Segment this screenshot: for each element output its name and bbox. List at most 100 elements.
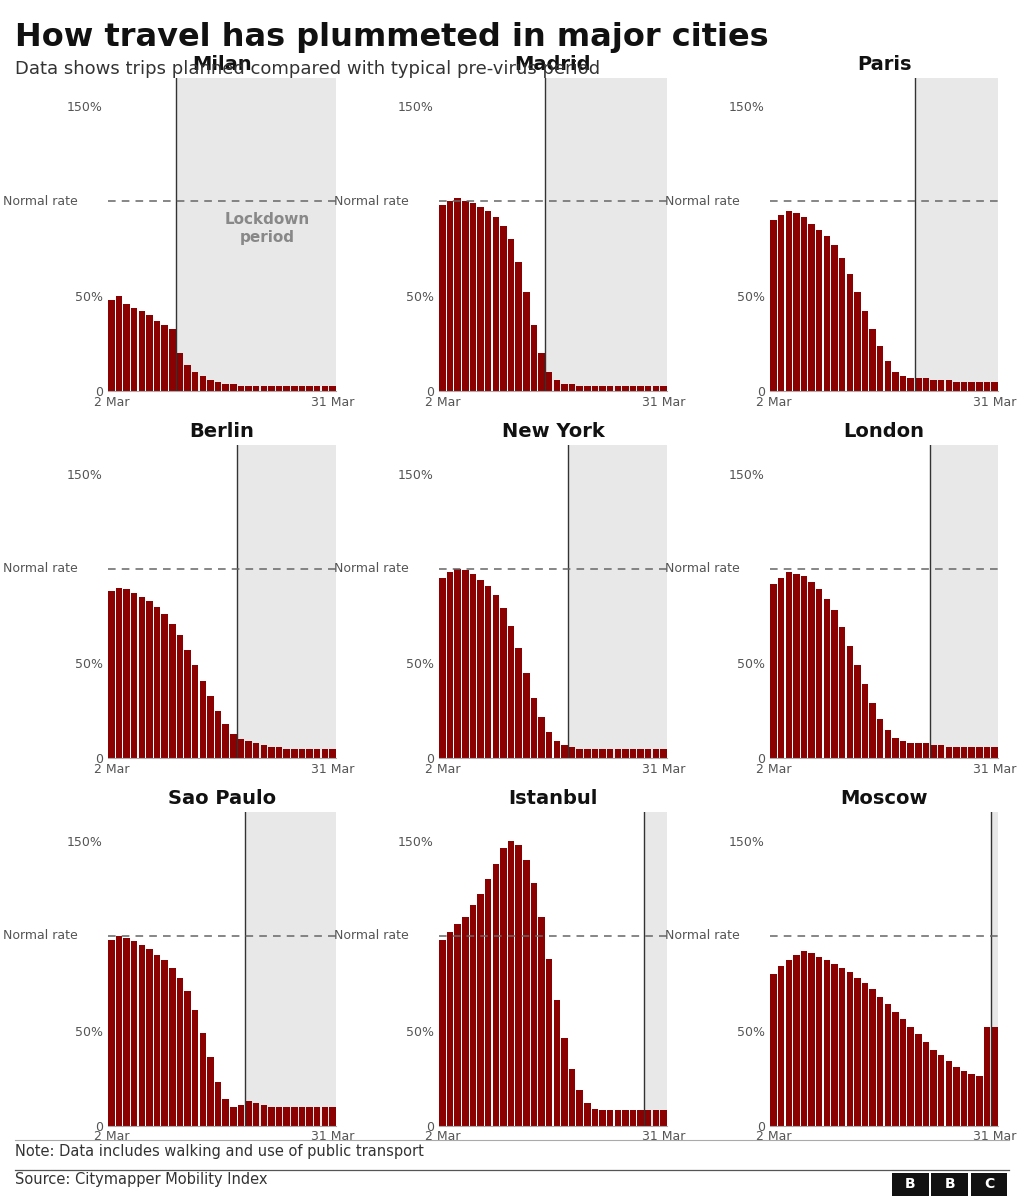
Bar bbox=[794, 212, 800, 391]
Bar bbox=[808, 224, 815, 391]
Bar bbox=[284, 1106, 290, 1126]
Bar bbox=[116, 936, 122, 1126]
Bar bbox=[630, 749, 636, 758]
Bar bbox=[462, 570, 469, 758]
Bar bbox=[785, 572, 792, 758]
Bar bbox=[831, 245, 838, 391]
Bar bbox=[877, 719, 884, 758]
Text: Normal rate: Normal rate bbox=[334, 194, 409, 208]
Bar bbox=[200, 680, 206, 758]
Bar bbox=[154, 955, 161, 1126]
Bar bbox=[146, 949, 153, 1126]
Bar bbox=[314, 749, 321, 758]
Bar bbox=[291, 385, 298, 391]
Bar bbox=[523, 860, 529, 1126]
Text: How travel has plummeted in major cities: How travel has plummeted in major cities bbox=[15, 22, 769, 53]
Bar bbox=[660, 385, 667, 391]
Text: Normal rate: Normal rate bbox=[3, 562, 78, 575]
Text: Normal rate: Normal rate bbox=[666, 194, 740, 208]
Bar bbox=[446, 932, 454, 1126]
Bar bbox=[607, 749, 613, 758]
Bar bbox=[969, 382, 975, 391]
Bar bbox=[623, 749, 629, 758]
Bar bbox=[785, 960, 792, 1126]
Bar bbox=[823, 599, 830, 758]
Bar bbox=[329, 749, 336, 758]
Bar bbox=[652, 1110, 659, 1126]
Bar bbox=[778, 578, 784, 758]
Bar bbox=[485, 878, 492, 1126]
Text: Normal rate: Normal rate bbox=[666, 929, 740, 942]
Bar bbox=[446, 202, 454, 391]
Bar bbox=[546, 372, 552, 391]
Bar bbox=[515, 262, 522, 391]
Bar bbox=[877, 996, 884, 1126]
Bar bbox=[246, 742, 252, 758]
Bar bbox=[177, 635, 183, 758]
Bar bbox=[169, 968, 175, 1126]
Bar bbox=[493, 216, 499, 391]
Bar bbox=[931, 745, 937, 758]
Bar bbox=[953, 748, 959, 758]
Bar bbox=[238, 445, 336, 758]
Bar bbox=[470, 906, 476, 1126]
Bar bbox=[847, 274, 853, 391]
Bar bbox=[539, 353, 545, 391]
Title: London: London bbox=[844, 422, 925, 440]
Bar bbox=[599, 749, 606, 758]
Bar bbox=[455, 924, 461, 1126]
Bar bbox=[207, 380, 214, 391]
Bar bbox=[584, 1103, 591, 1126]
Title: Paris: Paris bbox=[857, 55, 911, 73]
Bar bbox=[138, 946, 145, 1126]
Bar bbox=[584, 749, 591, 758]
Bar bbox=[439, 940, 445, 1126]
Title: New York: New York bbox=[502, 422, 604, 440]
Bar bbox=[554, 742, 560, 758]
Bar bbox=[500, 226, 507, 391]
Bar bbox=[869, 703, 876, 758]
Bar bbox=[246, 385, 252, 391]
Bar bbox=[322, 385, 328, 391]
Bar bbox=[470, 575, 476, 758]
Bar bbox=[862, 312, 868, 391]
Bar bbox=[508, 841, 514, 1126]
Bar bbox=[991, 748, 997, 758]
Bar bbox=[592, 749, 598, 758]
Bar bbox=[794, 955, 800, 1126]
Bar bbox=[801, 576, 807, 758]
Bar bbox=[660, 749, 667, 758]
Bar bbox=[539, 917, 545, 1126]
Bar bbox=[238, 385, 244, 391]
Bar bbox=[246, 1100, 252, 1126]
Bar bbox=[801, 950, 807, 1126]
Bar bbox=[984, 748, 990, 758]
Bar bbox=[306, 749, 312, 758]
Title: Sao Paulo: Sao Paulo bbox=[168, 790, 275, 808]
Bar bbox=[614, 1110, 621, 1126]
Bar bbox=[154, 320, 161, 391]
Bar bbox=[584, 385, 591, 391]
Text: Normal rate: Normal rate bbox=[3, 194, 78, 208]
Bar bbox=[907, 378, 914, 391]
Bar bbox=[455, 198, 461, 391]
Bar bbox=[177, 353, 183, 391]
Bar bbox=[823, 960, 830, 1126]
Bar bbox=[222, 725, 229, 758]
Bar bbox=[938, 1055, 944, 1126]
Bar bbox=[306, 1106, 312, 1126]
Bar bbox=[299, 385, 305, 391]
Bar bbox=[577, 749, 583, 758]
Bar bbox=[599, 385, 606, 391]
Bar bbox=[291, 749, 298, 758]
Bar bbox=[462, 202, 469, 391]
Bar bbox=[238, 1105, 244, 1126]
Bar bbox=[470, 203, 476, 391]
FancyBboxPatch shape bbox=[971, 1172, 1008, 1196]
Bar bbox=[637, 385, 644, 391]
Bar bbox=[314, 1106, 321, 1126]
Bar bbox=[477, 580, 483, 758]
Bar bbox=[637, 1110, 644, 1126]
Bar bbox=[991, 812, 998, 1126]
Text: Source: Citymapper Mobility Index: Source: Citymapper Mobility Index bbox=[15, 1172, 268, 1188]
